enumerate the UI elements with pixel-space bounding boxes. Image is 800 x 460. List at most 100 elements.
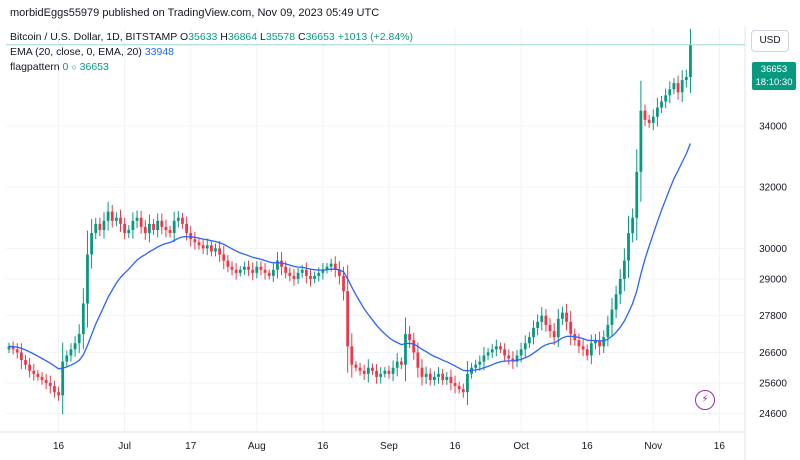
candle-body xyxy=(482,355,486,362)
candle-body xyxy=(478,361,482,365)
candle-body xyxy=(499,346,502,350)
candle-body xyxy=(292,275,296,279)
candle-body xyxy=(383,370,387,374)
candle-body xyxy=(7,346,11,350)
symbol-legend-row[interactable]: Bitcoin / U.S. Dollar, 1D, BITSTAMP O356… xyxy=(10,30,413,45)
candle-body xyxy=(94,223,98,234)
candle-body xyxy=(61,361,65,396)
candle-body xyxy=(267,272,271,276)
candle-body xyxy=(181,217,184,224)
candle-body xyxy=(90,233,93,255)
candle-body xyxy=(127,230,131,234)
candle-body xyxy=(119,217,122,224)
candle-body xyxy=(321,269,325,273)
candle-body xyxy=(342,275,345,292)
candle-body xyxy=(32,370,36,374)
candle-body xyxy=(255,266,259,273)
price-tick-label: 32000 xyxy=(759,183,787,194)
candle-body xyxy=(131,220,135,230)
price-tick-label: 30000 xyxy=(759,244,787,255)
candle-body xyxy=(466,373,469,393)
candle-body xyxy=(325,266,329,270)
candle-body xyxy=(205,245,209,249)
candle-body xyxy=(445,376,449,380)
flagpattern-label: flagpattern xyxy=(10,61,60,73)
candle-body xyxy=(664,95,668,102)
candle-body xyxy=(106,211,110,221)
price-tick-label: 34000 xyxy=(759,121,787,132)
price-tick-label: 27800 xyxy=(759,311,787,322)
candle-body xyxy=(238,269,242,273)
candle-body xyxy=(168,230,172,234)
candle-body xyxy=(296,272,300,279)
candle-body xyxy=(24,360,27,365)
time-tick-label: Jul xyxy=(118,441,131,452)
candle-body xyxy=(536,321,540,328)
candle-body xyxy=(156,220,160,230)
price-axis[interactable]: 24600 25600 26600 27800 29000 30000 32000 34000 xyxy=(759,121,787,420)
time-tick-label: 16 xyxy=(582,441,594,452)
candle-body xyxy=(577,340,581,347)
ema-line xyxy=(8,143,692,372)
candle-body xyxy=(420,367,424,377)
candle-body xyxy=(354,364,358,368)
candle-body xyxy=(395,361,399,368)
candle-body xyxy=(408,334,412,341)
flagpattern-value: 36653 xyxy=(79,61,109,73)
candle-body xyxy=(234,269,238,273)
candle-body xyxy=(251,269,255,273)
candle-body xyxy=(114,217,118,221)
candle-body xyxy=(424,373,428,377)
candle-body xyxy=(461,389,465,393)
candle-body xyxy=(209,245,213,252)
candle-body xyxy=(48,383,52,387)
currency-selector[interactable]: USD xyxy=(751,30,789,52)
candle-body xyxy=(317,272,321,276)
open-label: O xyxy=(180,31,189,43)
candle-body xyxy=(437,373,440,377)
time-tick-label: 17 xyxy=(185,441,197,452)
candle-body xyxy=(280,260,283,267)
candle-body xyxy=(362,370,366,374)
candle-body xyxy=(474,364,478,368)
candle-body xyxy=(222,254,226,261)
symbol-name: Bitcoin / U.S. Dollar, 1D, BITSTAMP xyxy=(10,31,178,43)
candle-body xyxy=(606,324,610,338)
candle-body xyxy=(73,343,77,350)
candle-body xyxy=(494,346,498,350)
candle-body xyxy=(490,349,494,353)
candle-body xyxy=(544,315,548,325)
candle-body xyxy=(346,291,350,347)
flagpattern-zero: 0 xyxy=(62,61,69,73)
time-tick-label: Nov xyxy=(644,441,662,452)
ema-label: EMA (20, close, 0, EMA, 20) xyxy=(10,46,142,58)
ema-legend-row[interactable]: EMA (20, close, 0, EMA, 20) 33948 xyxy=(10,45,413,60)
ema-value: 33948 xyxy=(144,46,175,58)
candle-body xyxy=(333,263,337,270)
candle-body xyxy=(519,349,523,356)
price-tick-label: 25600 xyxy=(759,379,787,390)
flagpattern-legend-row[interactable]: flagpattern 0 ○ 36653 xyxy=(10,60,413,75)
candle-body xyxy=(639,110,643,172)
candle-body xyxy=(556,318,560,338)
candle-body xyxy=(77,334,81,344)
candle-body xyxy=(565,312,568,322)
candle-body xyxy=(684,76,688,81)
candle-body xyxy=(86,254,89,304)
candle-body xyxy=(284,266,288,273)
candle-body xyxy=(313,275,317,279)
time-tick-label: 16 xyxy=(449,441,461,452)
candle-body xyxy=(197,242,201,246)
candle-body xyxy=(441,373,445,380)
candle-body xyxy=(627,233,630,261)
lightning-bolt-icon[interactable]: ⚡ xyxy=(695,390,715,410)
candle-body xyxy=(135,217,139,221)
close-value: 36653 xyxy=(305,31,335,43)
candle-body xyxy=(185,223,188,234)
time-axis[interactable]: 16 Jul 17 Aug 16 Sep 16 Oct 16 Nov 16 xyxy=(53,441,725,452)
candle-body xyxy=(214,248,217,252)
candle-body xyxy=(643,110,647,120)
candle-body xyxy=(647,119,651,123)
candle-body xyxy=(672,83,676,90)
